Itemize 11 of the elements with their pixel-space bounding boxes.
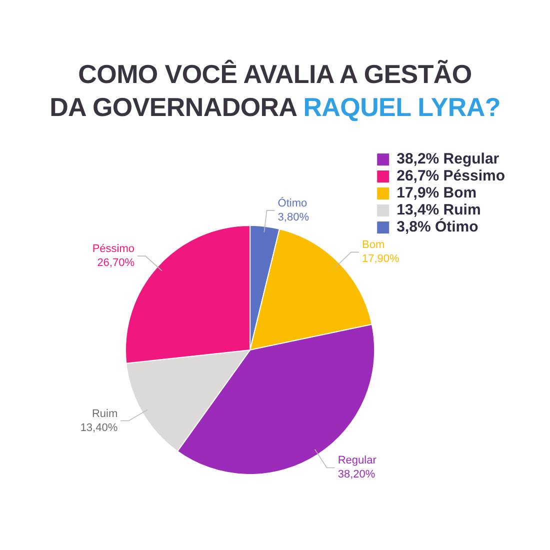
data-label: Regular 38,20%	[338, 454, 377, 481]
legend-label: 3,8% Ótimo	[396, 218, 478, 236]
chart-title: COMO VOCÊ AVALIA A GESTÃO DA GOVERNADORA RAQUEL LYRA?	[50, 59, 500, 122]
data-label: Ótimo 3,80%	[278, 196, 310, 224]
data-label: Péssimo 26,70%	[92, 243, 135, 270]
data-label: Bom 17,90%	[362, 239, 400, 266]
data-label: Ruim 13,40%	[80, 408, 118, 434]
legend-label: 17,9% Bom	[396, 184, 477, 202]
legend-label: 13,4% Ruim	[396, 202, 481, 219]
legend-label: 38,2% Regular	[396, 150, 500, 168]
legend-label: 26,7% Péssimo	[396, 168, 506, 185]
